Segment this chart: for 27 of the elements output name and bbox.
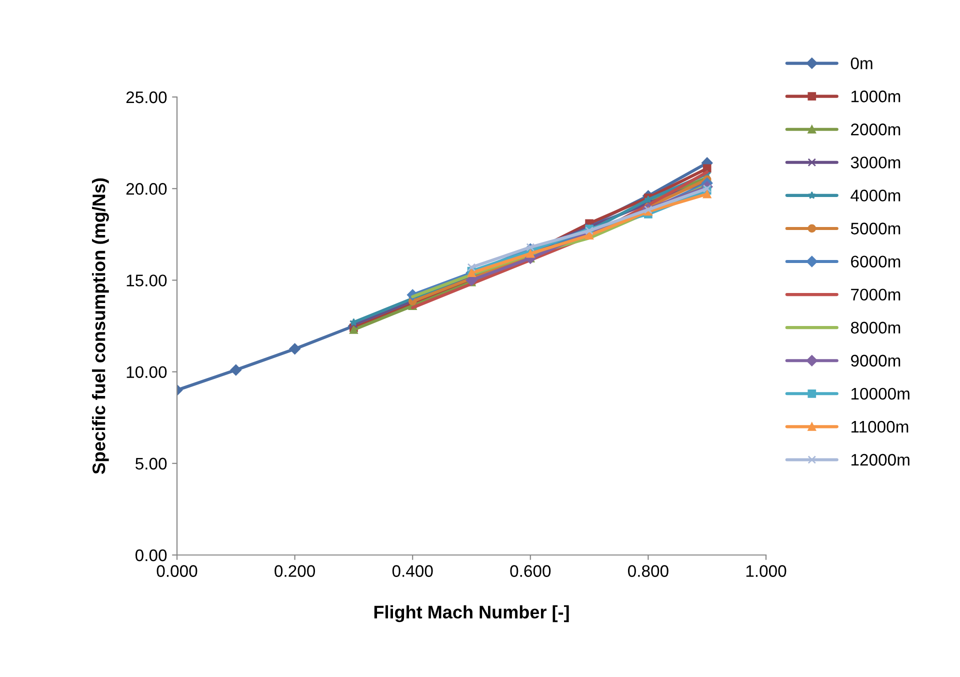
- x-tick-label: 0.400: [392, 565, 433, 577]
- y-tick-label: 15.00: [126, 274, 167, 286]
- legend-label: 0m: [850, 57, 872, 70]
- x-tick-label: 0.200: [274, 565, 316, 577]
- y-tick-label: 0.00: [135, 549, 167, 562]
- legend-label: 6000m: [851, 256, 900, 268]
- legend-label: 1000m: [851, 90, 900, 102]
- x-tick-label: 0.800: [628, 565, 668, 577]
- x-tick-label: 0.600: [510, 565, 551, 577]
- legend-label: 2000m: [851, 124, 900, 136]
- legend-label: 7000m: [851, 288, 900, 301]
- x-tick-label: 1.000: [746, 565, 786, 577]
- legend-label: 9000m: [851, 354, 900, 367]
- x-tick-label: 0.000: [156, 565, 198, 577]
- legend-label: 10000m: [851, 388, 910, 400]
- legend-label: 11000m: [851, 420, 908, 433]
- legend-label: 5000m: [850, 222, 900, 234]
- legend-label: 12000m: [851, 454, 910, 466]
- y-tick-label: 20.00: [126, 183, 167, 195]
- y-tick-label: 25.00: [126, 91, 167, 104]
- y-axis-title: Specific fuel consumption (mg/Ns): [92, 178, 109, 474]
- y-tick-label: 10.00: [126, 366, 167, 378]
- y-tick-label: 5.00: [136, 458, 167, 470]
- x-axis-title: Flight Mach Number [-]: [374, 605, 569, 622]
- legend-label: 8000m: [850, 322, 900, 334]
- legend-label: 4000m: [850, 190, 900, 202]
- legend-label: 3000m: [850, 156, 900, 168]
